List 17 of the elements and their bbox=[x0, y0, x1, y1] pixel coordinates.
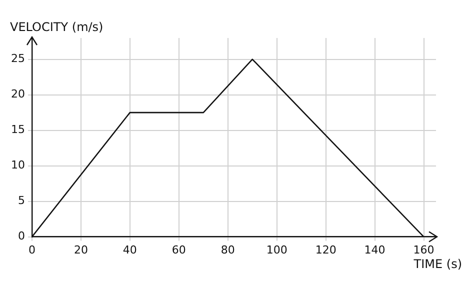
x-tick-label: 160 bbox=[413, 243, 434, 256]
y-tick-label: 25 bbox=[10, 52, 25, 66]
y-axis-title: VELOCITY (m/s) bbox=[10, 20, 104, 34]
x-tick-label: 80 bbox=[220, 243, 235, 256]
y-tick-label: 5 bbox=[18, 194, 25, 208]
y-tick-label: 15 bbox=[10, 123, 25, 136]
x-tick-label: 140 bbox=[364, 243, 386, 256]
x-tick-label: 20 bbox=[74, 243, 88, 256]
x-tick-label: 120 bbox=[315, 243, 336, 256]
y-tick-label: 10 bbox=[10, 158, 25, 172]
x-tick-label: 60 bbox=[172, 243, 186, 256]
x-axis-title: TIME (s) bbox=[412, 256, 462, 271]
x-tick-label: 0 bbox=[28, 243, 36, 256]
y-tick-label: 0 bbox=[18, 230, 25, 243]
x-tick-label: 100 bbox=[266, 243, 288, 256]
x-tick-label: 40 bbox=[122, 243, 137, 256]
y-tick-label: 20 bbox=[10, 88, 25, 101]
